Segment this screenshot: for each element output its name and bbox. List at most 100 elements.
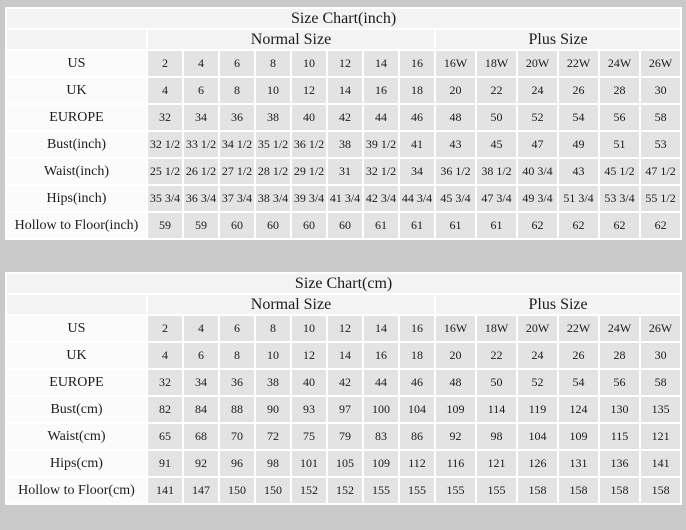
size-value-cell: 41: [398, 130, 436, 159]
size-value-cell: 59: [182, 211, 220, 240]
size-value-cell: 92: [182, 449, 220, 478]
corner-cell: [5, 28, 148, 51]
size-value-cell: 62: [516, 211, 559, 240]
size-value-cell: 41 3/4: [326, 184, 364, 213]
size-value-cell: 16: [362, 76, 400, 105]
size-value-cell: 100: [362, 395, 400, 424]
size-value-cell: 61: [475, 211, 518, 240]
size-value-cell: 98: [475, 422, 518, 451]
size-value-cell: 34: [398, 157, 436, 186]
size-value-cell: 38 3/4: [254, 184, 292, 213]
size-value-cell: 16: [398, 314, 436, 343]
size-value-cell: 158: [557, 476, 600, 505]
size-value-cell: 52: [516, 368, 559, 397]
size-value-cell: 16W: [434, 314, 477, 343]
table-row: Hollow to Floor(cm) 141 147 150 150 152 152 155…: [5, 476, 683, 505]
size-value-cell: 14: [362, 49, 400, 78]
size-value-cell: 42: [326, 103, 364, 132]
size-value-cell: 104: [516, 422, 559, 451]
size-value-cell: 84: [182, 395, 220, 424]
size-value-cell: 45 1/2: [598, 157, 641, 186]
size-value-cell: 61: [434, 211, 477, 240]
size-value-cell: 6: [182, 76, 220, 105]
size-value-cell: 8: [254, 49, 292, 78]
size-value-cell: 56: [598, 368, 641, 397]
size-value-cell: 38: [254, 368, 292, 397]
size-value-cell: 20W: [516, 314, 559, 343]
size-value-cell: 82: [146, 395, 184, 424]
size-value-cell: 22W: [557, 314, 600, 343]
size-value-cell: 8: [218, 76, 256, 105]
size-value-cell: 155: [434, 476, 477, 505]
size-value-cell: 10: [290, 49, 328, 78]
size-value-cell: 12: [326, 314, 364, 343]
size-value-cell: 136: [598, 449, 641, 478]
size-value-cell: 29 1/2: [290, 157, 328, 186]
size-value-cell: 131: [557, 449, 600, 478]
size-value-cell: 16: [398, 49, 436, 78]
size-value-cell: 4: [146, 341, 184, 370]
size-value-cell: 97: [326, 395, 364, 424]
size-value-cell: 47: [516, 130, 559, 159]
size-value-cell: 38: [326, 130, 364, 159]
size-value-cell: 2: [146, 49, 184, 78]
size-value-cell: 18: [398, 341, 436, 370]
size-value-cell: 24W: [598, 49, 641, 78]
size-value-cell: 79: [326, 422, 364, 451]
size-value-cell: 12: [290, 341, 328, 370]
row-label: Hollow to Floor(inch): [5, 211, 148, 240]
size-value-cell: 35 3/4: [146, 184, 184, 213]
size-value-cell: 18W: [475, 49, 518, 78]
size-value-cell: 92: [434, 422, 477, 451]
size-value-cell: 115: [598, 422, 641, 451]
size-value-cell: 48: [434, 103, 477, 132]
size-value-cell: 28: [598, 76, 641, 105]
row-label: Waist(inch): [5, 157, 148, 186]
size-value-cell: 147: [182, 476, 220, 505]
size-value-cell: 26: [557, 341, 600, 370]
table-row: EUROPE 32 34 36 38 40 42 44 46 48 50 52 54 56 58: [5, 368, 683, 397]
size-value-cell: 14: [362, 314, 400, 343]
size-value-cell: 6: [182, 341, 220, 370]
size-value-cell: 52: [516, 103, 559, 132]
size-value-cell: 26W: [638, 314, 683, 343]
size-value-cell: 51: [598, 130, 641, 159]
table-row: Waist(inch) 25 1/2 26 1/2 27 1/2 28 1/2 29 1/…: [5, 157, 683, 186]
row-label: US: [5, 49, 148, 78]
table-row: Hips(inch) 35 3/4 36 3/4 37 3/4 38 3/4 39 3/4…: [5, 184, 683, 213]
size-value-cell: 34: [182, 103, 220, 132]
size-value-cell: 30: [638, 76, 683, 105]
size-table: Size Chart(inch) Normal Size Plus Size US 2 4…: [4, 7, 683, 240]
row-label: EUROPE: [5, 103, 148, 132]
size-value-cell: 88: [218, 395, 256, 424]
size-value-cell: 35 1/2: [254, 130, 292, 159]
size-value-cell: 33 1/2: [182, 130, 220, 159]
size-value-cell: 55 1/2: [638, 184, 683, 213]
table-row: UK 4 6 8 10 12 14 16 18 20 22 24 26 28 30: [5, 76, 683, 105]
size-value-cell: 152: [290, 476, 328, 505]
size-value-cell: 155: [475, 476, 518, 505]
row-label: Hips(inch): [5, 184, 148, 213]
size-value-cell: 91: [146, 449, 184, 478]
size-value-cell: 51 3/4: [557, 184, 600, 213]
size-value-cell: 54: [557, 103, 600, 132]
size-value-cell: 16: [362, 341, 400, 370]
corner-cell: [5, 293, 148, 316]
size-value-cell: 44: [362, 368, 400, 397]
size-value-cell: 42 3/4: [362, 184, 400, 213]
size-value-cell: 14: [326, 76, 364, 105]
row-label: UK: [5, 76, 148, 105]
size-value-cell: 45: [475, 130, 518, 159]
size-value-cell: 4: [182, 314, 220, 343]
size-value-cell: 6: [218, 314, 256, 343]
size-value-cell: 62: [598, 211, 641, 240]
size-value-cell: 25 1/2: [146, 157, 184, 186]
size-value-cell: 109: [434, 395, 477, 424]
row-label: EUROPE: [5, 368, 148, 397]
size-value-cell: 30: [638, 341, 683, 370]
size-value-cell: 4: [182, 49, 220, 78]
size-value-cell: 126: [516, 449, 559, 478]
size-value-cell: 58: [638, 368, 683, 397]
size-value-cell: 36: [218, 103, 256, 132]
size-value-cell: 47 3/4: [475, 184, 518, 213]
